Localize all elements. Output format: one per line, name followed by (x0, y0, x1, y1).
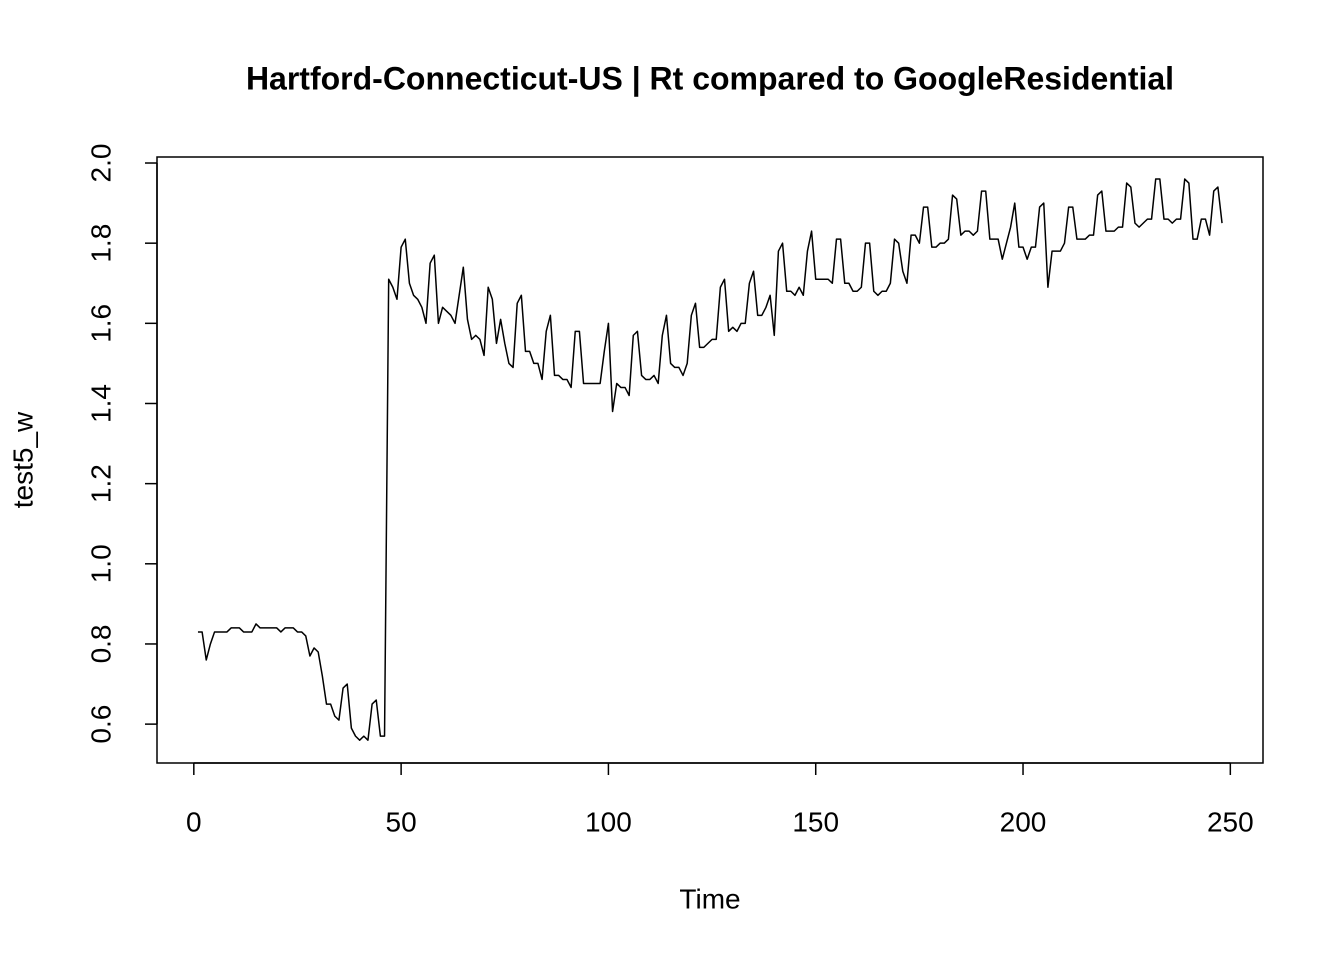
x-axis-label: Time (679, 883, 740, 914)
chart-title: Hartford-Connecticut-US | Rt compared to… (246, 60, 1174, 96)
x-tick-label: 250 (1207, 806, 1254, 837)
plot-frame (156, 156, 1264, 764)
y-tick-label: 1.4 (85, 384, 116, 423)
x-tick-label: 150 (792, 806, 839, 837)
y-tick-label: 2.0 (85, 144, 116, 183)
y-tick-label: 1.6 (85, 304, 116, 343)
y-tick-label: 1.2 (85, 464, 116, 503)
y-tick-label: 0.8 (85, 624, 116, 663)
y-axis-label: test5_w (7, 411, 38, 508)
y-tick-label: 1.8 (85, 224, 116, 263)
y-tick-label: 1.0 (85, 544, 116, 583)
x-tick-label: 200 (1000, 806, 1047, 837)
x-tick-label: 100 (585, 806, 632, 837)
series-line (197, 178, 1223, 741)
y-tick-label: 0.6 (85, 705, 116, 744)
x-tick-label: 0 (186, 806, 202, 837)
x-tick-label: 50 (386, 806, 417, 837)
